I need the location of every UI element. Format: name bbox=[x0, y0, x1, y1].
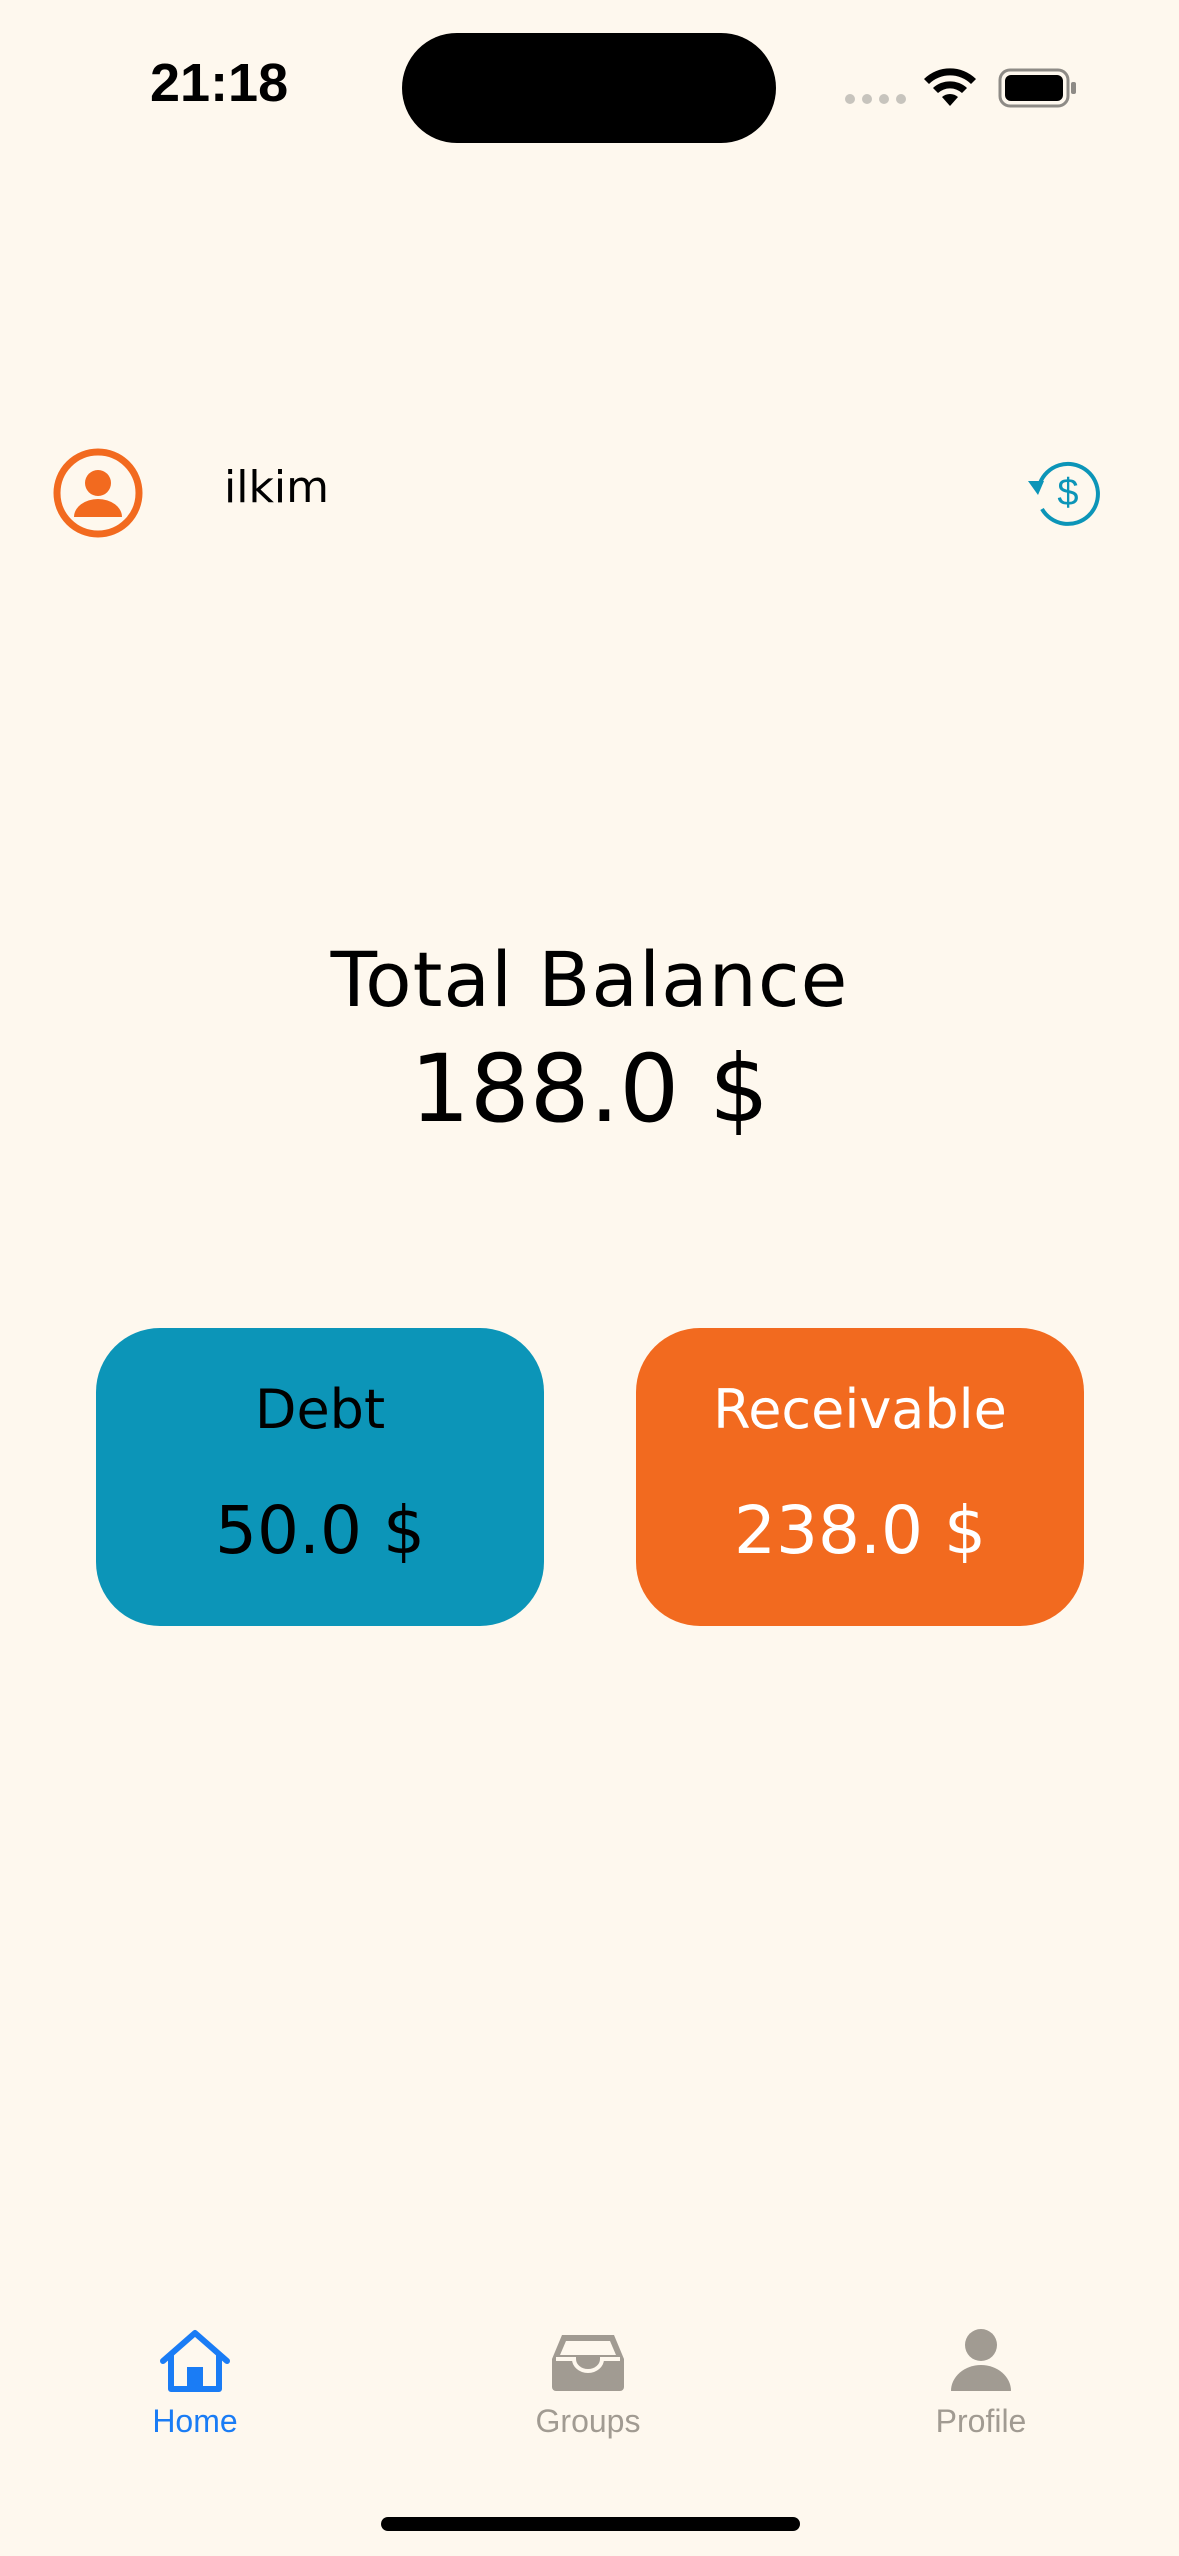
tab-groups-label: Groups bbox=[535, 2403, 641, 2439]
svg-text:$: $ bbox=[1057, 472, 1078, 514]
debt-title: Debt bbox=[254, 1378, 386, 1441]
tab-profile[interactable]: Profile bbox=[861, 2325, 1101, 2440]
receivable-value: 238.0 $ bbox=[734, 1492, 986, 1569]
currency-refresh-button[interactable]: $ bbox=[1022, 455, 1102, 531]
home-indicator[interactable] bbox=[381, 2517, 800, 2531]
person-icon bbox=[951, 2329, 1011, 2391]
battery-icon bbox=[998, 68, 1076, 108]
house-icon bbox=[160, 2330, 230, 2392]
receivable-card[interactable]: Receivable 238.0 $ bbox=[636, 1328, 1084, 1626]
tab-home[interactable]: Home bbox=[75, 2325, 315, 2440]
debt-value: 50.0 $ bbox=[215, 1492, 425, 1569]
cellular-signal-icon bbox=[845, 94, 906, 104]
person-circle-icon bbox=[53, 448, 143, 538]
dollar-refresh-icon: $ bbox=[1028, 461, 1100, 526]
tray-icon bbox=[552, 2335, 624, 2391]
tab-profile-label: Profile bbox=[935, 2403, 1027, 2439]
receivable-title: Receivable bbox=[713, 1378, 1007, 1441]
tab-home-label: Home bbox=[152, 2403, 238, 2439]
wifi-icon bbox=[924, 68, 976, 106]
username-label: ilkim bbox=[224, 462, 330, 513]
debt-card[interactable]: Debt 50.0 $ bbox=[96, 1328, 544, 1626]
total-balance-value: 188.0 $ bbox=[410, 1035, 769, 1144]
total-balance-label: Total Balance bbox=[330, 935, 849, 1024]
dynamic-island bbox=[402, 33, 776, 143]
avatar-button[interactable] bbox=[52, 447, 144, 539]
status-time: 21:18 bbox=[150, 53, 289, 113]
tab-groups[interactable]: Groups bbox=[468, 2325, 708, 2440]
